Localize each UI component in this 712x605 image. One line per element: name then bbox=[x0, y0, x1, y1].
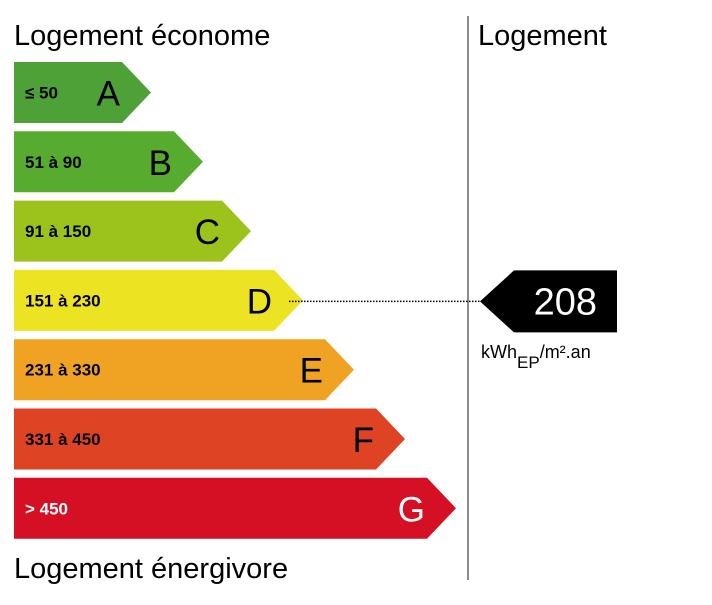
energy-class-f: 331 à 450 F bbox=[14, 408, 405, 470]
energy-class-a: ≤ 50 A bbox=[14, 62, 151, 123]
top-label-economical: Logement économe bbox=[14, 20, 271, 52]
class-letter-f: F bbox=[353, 421, 374, 460]
class-letter-b: B bbox=[149, 144, 172, 183]
energy-class-g: > 450 G bbox=[14, 477, 456, 539]
class-arrow-f bbox=[14, 408, 405, 470]
class-range-d: 151 à 230 bbox=[25, 291, 101, 310]
class-arrow-e bbox=[14, 339, 354, 401]
class-arrow-b bbox=[14, 131, 203, 193]
column-divider bbox=[467, 16, 469, 580]
class-letter-e: E bbox=[300, 352, 323, 391]
unit-main: kWh bbox=[481, 342, 517, 362]
class-range-b: 51 à 90 bbox=[25, 153, 82, 172]
value-text: 208 bbox=[534, 281, 597, 323]
value-marker bbox=[480, 270, 617, 333]
energy-class-c: 91 à 150 C bbox=[14, 200, 251, 262]
class-range-a: ≤ 50 bbox=[25, 84, 58, 103]
energy-class-e: 231 à 330 E bbox=[14, 339, 354, 401]
unit-sub: EP bbox=[517, 353, 540, 372]
class-letter-g: G bbox=[398, 490, 425, 529]
bottom-label-energy-intensive: Logement énergivore bbox=[14, 553, 289, 585]
class-range-e: 231 à 330 bbox=[25, 361, 101, 380]
value-unit: kWhEP/m².an bbox=[481, 342, 591, 371]
unit-suffix: /m².an bbox=[539, 342, 591, 362]
class-range-c: 91 à 150 bbox=[25, 222, 91, 241]
class-arrow-g bbox=[14, 477, 456, 539]
class-range-f: 331 à 450 bbox=[25, 430, 101, 449]
class-arrow-a bbox=[14, 62, 151, 123]
class-arrow-d bbox=[14, 269, 303, 331]
class-range-g: > 450 bbox=[25, 499, 68, 518]
energy-class-b: 51 à 90 B bbox=[14, 131, 203, 193]
class-letter-a: A bbox=[97, 75, 121, 114]
energy-class-d: 151 à 230 D bbox=[14, 269, 303, 331]
class-arrow-c bbox=[14, 200, 251, 262]
class-letter-c: C bbox=[195, 213, 220, 252]
class-letter-d: D bbox=[247, 282, 272, 321]
right-column-title: Logement bbox=[478, 20, 607, 52]
